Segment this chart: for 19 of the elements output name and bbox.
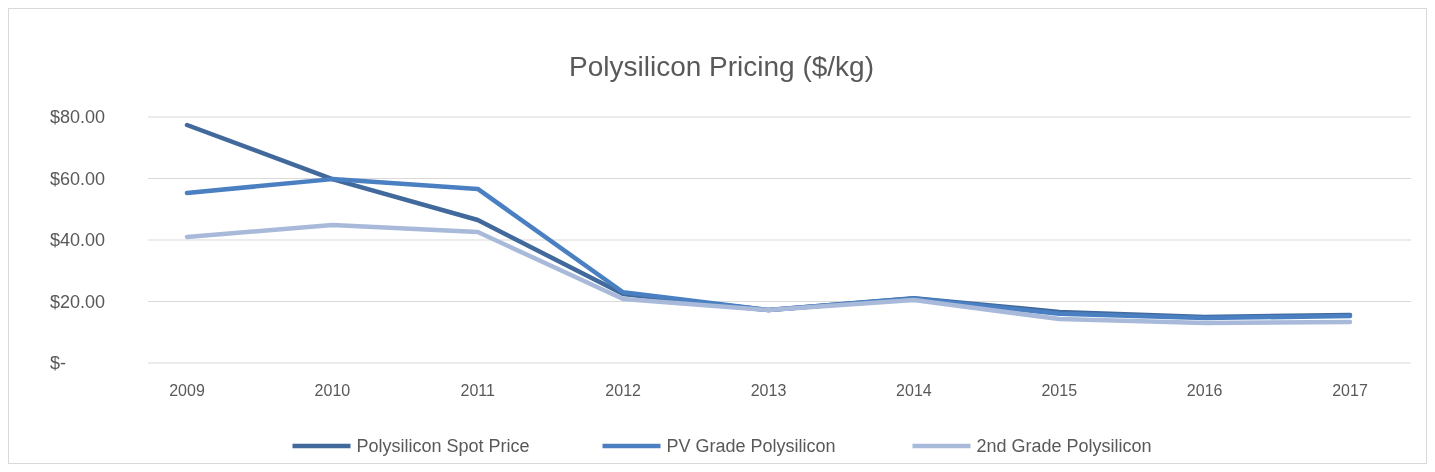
y-tick-label: $80.00 (50, 107, 106, 128)
y-tick-label: $40.00 (50, 230, 106, 251)
x-tick-label: 2011 (460, 382, 496, 399)
x-tick-label: 2017 (1332, 382, 1368, 399)
legend-label: Polysilicon Spot Price (356, 436, 530, 457)
chart-title: Polysilicon Pricing ($/kg) (569, 51, 874, 82)
x-tick-label: 2014 (896, 382, 932, 399)
x-tick-label: 2010 (314, 382, 351, 399)
x-tick-label: 2015 (1041, 382, 1078, 399)
x-tick-label: 2013 (750, 382, 787, 399)
line-series (184, 222, 1353, 326)
legend-label: 2nd Grade Polysilicon (976, 436, 1152, 457)
x-tick-label: 2012 (605, 382, 642, 399)
x-tick-label: 2009 (169, 382, 205, 399)
x-tick-label: 2016 (1186, 382, 1223, 399)
y-tick-label: $60.00 (50, 168, 106, 189)
y-tick-label: $- (50, 353, 67, 374)
legend-label: PV Grade Polysilicon (666, 436, 836, 457)
y-tick-label: $20.00 (50, 291, 106, 312)
